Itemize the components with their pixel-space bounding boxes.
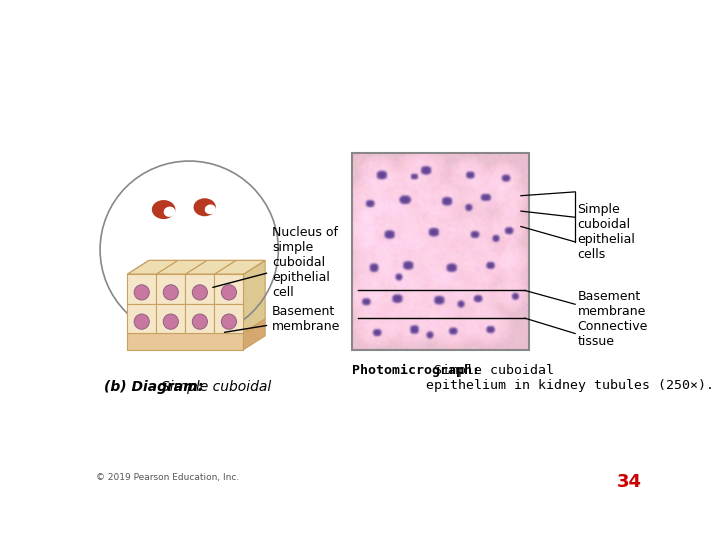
Ellipse shape — [134, 314, 149, 329]
Polygon shape — [127, 333, 243, 350]
Text: (b) Diagram:: (b) Diagram: — [104, 381, 208, 395]
Ellipse shape — [221, 314, 236, 329]
Ellipse shape — [163, 314, 179, 329]
Ellipse shape — [134, 285, 149, 300]
Ellipse shape — [153, 202, 168, 215]
Text: 34: 34 — [617, 473, 642, 491]
Text: Simple cuboidal: Simple cuboidal — [161, 381, 271, 395]
Ellipse shape — [221, 285, 236, 300]
Polygon shape — [127, 274, 156, 303]
Ellipse shape — [194, 200, 210, 213]
Text: Nucleus of
simple
cuboidal
epithelial
cell: Nucleus of simple cuboidal epithelial ce… — [213, 226, 338, 300]
Ellipse shape — [192, 314, 207, 329]
Text: Basement
membrane: Basement membrane — [577, 291, 646, 318]
Polygon shape — [215, 274, 243, 303]
Text: © 2019 Pearson Education, Inc.: © 2019 Pearson Education, Inc. — [96, 473, 240, 482]
Ellipse shape — [204, 205, 216, 214]
Ellipse shape — [163, 285, 179, 300]
Polygon shape — [243, 319, 265, 350]
Polygon shape — [215, 303, 243, 333]
Polygon shape — [156, 274, 185, 303]
Ellipse shape — [192, 285, 207, 300]
Text: Photomicrograph:: Photomicrograph: — [352, 363, 480, 376]
Polygon shape — [185, 274, 215, 303]
Ellipse shape — [152, 200, 176, 219]
Ellipse shape — [194, 198, 216, 216]
Polygon shape — [243, 260, 265, 333]
Polygon shape — [156, 303, 185, 333]
Text: Connective
tissue: Connective tissue — [577, 320, 648, 348]
Ellipse shape — [163, 207, 176, 217]
Polygon shape — [127, 303, 156, 333]
Polygon shape — [127, 260, 265, 274]
Polygon shape — [185, 303, 215, 333]
Text: Simple
cuboidal
epithelial
cells: Simple cuboidal epithelial cells — [577, 204, 635, 261]
Bar — [352, 153, 528, 350]
Text: Basement
membrane: Basement membrane — [225, 305, 341, 333]
Text: Simple cuboidal
epithelium in kidney tubules (250×).: Simple cuboidal epithelium in kidney tub… — [426, 363, 714, 392]
